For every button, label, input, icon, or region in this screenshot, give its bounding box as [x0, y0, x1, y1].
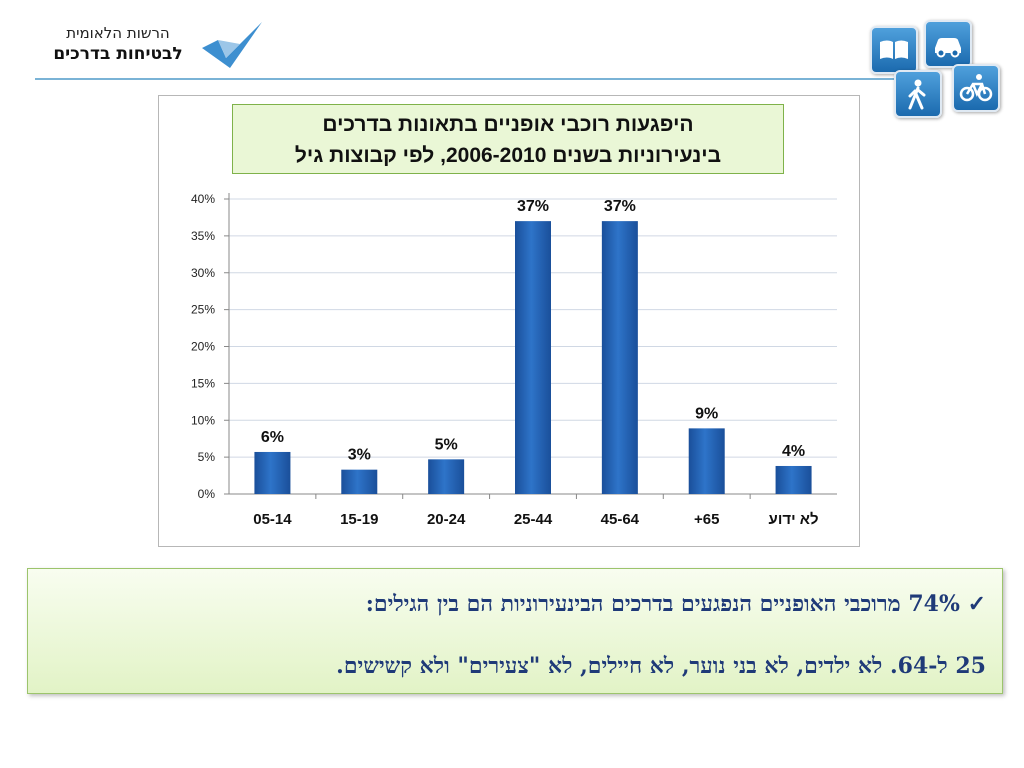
data-label: 37% [517, 198, 549, 215]
data-label: 3% [348, 447, 371, 464]
book-icon [870, 26, 918, 74]
data-label: 9% [695, 405, 718, 422]
chart-title-line2: בינעירוניות בשנים 2006-2010, לפי קבוצות … [294, 144, 722, 167]
summary-line1: ✓ 74% מרוכבי האופניים הנפגעים בדרכים הבי… [365, 591, 986, 617]
data-label: 37% [604, 198, 636, 215]
chart-title-line1: היפגעות רוכבי אופניים בתאונות בדרכים [322, 113, 694, 136]
x-tick-label: +65 [694, 511, 719, 528]
y-tick-label: 10% [191, 413, 215, 427]
data-label: 5% [435, 436, 458, 453]
logo: הרשות הלאומית לבטיחות בדרכים [30, 14, 270, 74]
logo-line1: הרשות הלאומית [66, 24, 170, 42]
bar [254, 451, 291, 494]
summary-note: ✓ 74% מרוכבי האופניים הנפגעים בדרכים הבי… [27, 568, 1003, 694]
bar [515, 221, 551, 494]
bar [688, 428, 725, 494]
car-icon [924, 20, 972, 68]
bar [341, 469, 378, 494]
checkmark-logo-icon [202, 22, 262, 68]
bar [601, 221, 638, 494]
chart-title: היפגעות רוכבי אופניים בתאונות בדרכים בינ… [232, 104, 784, 174]
header-divider [35, 78, 895, 80]
bar [775, 465, 812, 494]
bar [428, 459, 465, 494]
pedestrian-icon [894, 70, 942, 118]
header-icons [866, 18, 1008, 122]
bar-chart: 0% 5% 10% 15% 20% 25% 30% 35% 40% 6% 05-14 3% 15-19 5… [191, 192, 837, 528]
x-tick-label: 05-14 [253, 511, 292, 528]
bicycle-icon [952, 64, 1000, 112]
y-tick-label: 30% [191, 266, 215, 280]
y-tick-label: 5% [198, 450, 216, 464]
x-tick-label: 20-24 [427, 511, 466, 528]
x-tick-label: 25-44 [514, 511, 553, 528]
y-tick-label: 0% [198, 487, 216, 501]
summary-line2: 25 ל-64. לא ילדים, לא בני נוער, לא חיילי… [336, 653, 986, 679]
y-tick-label: 35% [191, 229, 215, 243]
data-label: 6% [261, 429, 284, 446]
y-tick-label: 40% [191, 192, 215, 206]
y-tick-label: 15% [191, 376, 215, 390]
y-tick-label: 20% [191, 340, 215, 354]
x-tick-label: 15-19 [340, 511, 378, 528]
x-tick-label: 45-64 [601, 511, 640, 528]
data-label: 4% [782, 443, 805, 460]
x-tick-label: לא ידוע [769, 511, 819, 528]
y-tick-label: 25% [191, 303, 215, 317]
logo-line2: לבטיחות בדרכים [53, 44, 183, 64]
